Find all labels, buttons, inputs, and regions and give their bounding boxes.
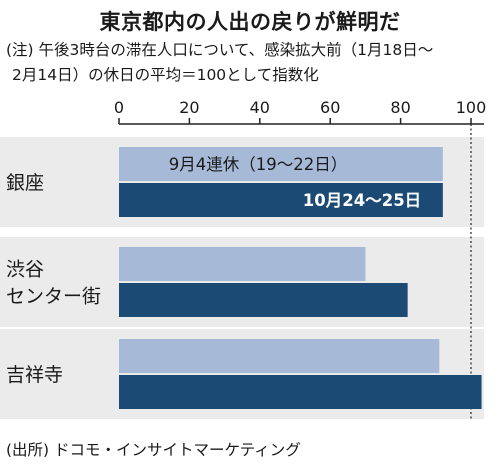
bar-series1 xyxy=(119,147,443,181)
legend-label-series1: 9月4連休（19～22日） xyxy=(169,155,348,174)
chart-title: 東京都内の人出の戻りが鮮明だ xyxy=(99,10,401,34)
note-line-1: (注) 午後3時台の滞在人口について、感染拡大前（1月18日～ xyxy=(6,41,434,59)
bar-series1 xyxy=(119,339,440,373)
bar-series2 xyxy=(119,283,408,317)
category-label: 渋谷 xyxy=(6,259,44,281)
source-note: (出所) ドコモ・インサイトマーケティング xyxy=(6,441,301,459)
x-tick-label: 100 xyxy=(456,98,487,117)
x-tick-label: 80 xyxy=(390,98,410,117)
bar-series1 xyxy=(119,247,366,281)
category-label: 銀座 xyxy=(6,172,44,194)
bar-series2 xyxy=(119,183,443,217)
x-tick-label: 0 xyxy=(114,98,124,117)
category-label: センター街 xyxy=(6,286,101,308)
bar-series2 xyxy=(119,375,482,409)
legend-label-series2: 10月24～25日 xyxy=(303,191,421,210)
category-label: 吉祥寺 xyxy=(6,364,63,386)
x-tick-label: 20 xyxy=(179,98,199,117)
note-line-2: 2月14日）の休日の平均＝100として指数化 xyxy=(12,66,319,84)
x-tick-label: 60 xyxy=(320,98,340,117)
x-tick-label: 40 xyxy=(250,98,270,117)
chart-note: (注) 午後3時台の滞在人口について、感染拡大前（1月18日～ 2月14日）の休… xyxy=(6,38,496,88)
